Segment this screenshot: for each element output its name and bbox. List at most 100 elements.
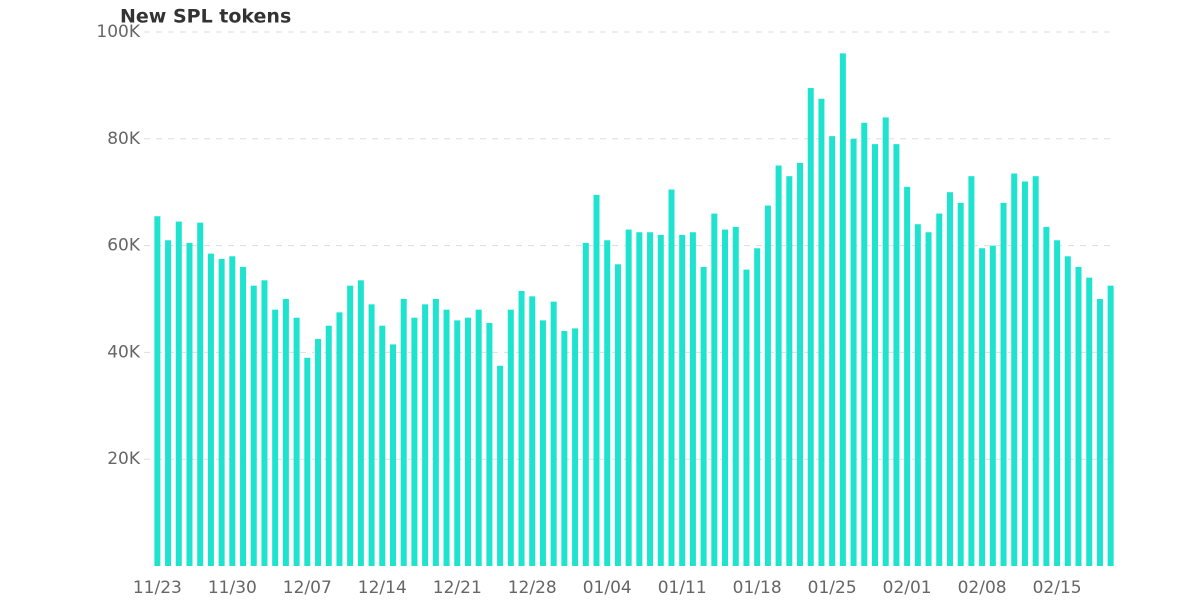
bar: [207, 253, 214, 567]
bar: [711, 213, 718, 566]
bar: [368, 304, 375, 566]
bar: [357, 280, 364, 566]
bar: [807, 88, 814, 566]
bar: [507, 309, 514, 566]
x-tick-label: 12/14: [358, 578, 407, 598]
bar: [764, 205, 771, 567]
x-tick-label: 11/30: [208, 578, 257, 598]
y-tick-label: 80K: [107, 129, 141, 149]
bar: [829, 136, 836, 566]
bar: [175, 221, 182, 566]
bar: [390, 344, 396, 566]
x-tick-label: 01/25: [808, 578, 857, 598]
bar: [1107, 285, 1114, 566]
bar: [700, 266, 707, 566]
x-tick-label: 02/15: [1033, 578, 1082, 598]
bar: [968, 176, 975, 566]
x-tick-label: 02/08: [958, 578, 1007, 598]
bar: [657, 234, 664, 567]
bar: [722, 229, 729, 566]
x-tick-label: 11/23: [133, 578, 182, 598]
bar: [775, 165, 782, 566]
bar: [668, 189, 675, 566]
bar: [1032, 176, 1039, 566]
bar: [957, 202, 964, 566]
bar: [625, 229, 632, 566]
bar: [732, 226, 739, 566]
bar: [936, 213, 943, 566]
bar: [240, 266, 247, 566]
x-tick-label: 12/07: [283, 578, 332, 598]
bar: [539, 320, 546, 566]
y-tick-label: 60K: [107, 236, 141, 256]
bar: [347, 285, 354, 566]
bar: [550, 301, 557, 566]
bar: [925, 232, 932, 566]
bar: [689, 232, 696, 566]
bar: [743, 269, 750, 566]
chart-title: New SPL tokens: [120, 6, 291, 28]
bar: [379, 325, 386, 566]
bar: [818, 98, 825, 566]
bar: [229, 256, 236, 566]
bar: [989, 245, 996, 566]
bar: [400, 299, 407, 566]
bar: [593, 194, 600, 566]
bar: [979, 248, 986, 566]
bar: [904, 186, 911, 567]
bar: [293, 317, 300, 566]
bar: [882, 117, 889, 566]
bar: [325, 325, 332, 566]
bar: [218, 258, 225, 566]
bar: [679, 234, 686, 567]
bar: [754, 248, 761, 566]
bar: [914, 224, 921, 567]
bar: [893, 144, 900, 566]
bar: [304, 357, 311, 566]
bar: [282, 299, 289, 566]
bar: [1096, 299, 1103, 566]
bar: [872, 144, 878, 566]
bar: [1086, 277, 1093, 566]
bar: [529, 296, 536, 566]
bar: [432, 299, 439, 566]
bar: [272, 309, 279, 566]
bar: [786, 176, 793, 566]
bar: [454, 320, 461, 566]
bar: [1011, 173, 1018, 566]
bar: [861, 122, 868, 566]
bar: [411, 317, 418, 566]
x-tick-label: 01/04: [583, 578, 632, 598]
x-tick-label: 01/18: [733, 578, 782, 598]
bar: [518, 290, 525, 566]
bar: [261, 280, 268, 566]
bar: [197, 222, 204, 566]
bar: [604, 240, 611, 566]
bar: [443, 309, 450, 566]
bar: [1021, 181, 1028, 566]
y-tick-label: 100K: [96, 22, 140, 42]
bar: [1075, 266, 1082, 566]
bar: [154, 216, 161, 567]
y-tick-label: 40K: [107, 342, 141, 362]
bar: [614, 264, 621, 566]
bar: [486, 323, 493, 566]
bar: [797, 162, 804, 566]
x-tick-label: 02/01: [883, 578, 932, 598]
bar: [839, 53, 846, 567]
bar: [315, 339, 322, 566]
bar: [464, 317, 471, 566]
bar: [165, 240, 172, 566]
bar: [475, 309, 482, 566]
y-tick-label: 20K: [107, 449, 141, 469]
bar: [1043, 226, 1050, 566]
bar: [250, 285, 257, 566]
x-tick-label: 01/11: [658, 578, 707, 598]
bar: [422, 304, 429, 566]
bar: [186, 242, 193, 566]
x-tick-label: 12/21: [433, 578, 482, 598]
bar: [946, 192, 953, 566]
x-tick-label: 12/28: [508, 578, 557, 598]
bar: [497, 365, 504, 566]
